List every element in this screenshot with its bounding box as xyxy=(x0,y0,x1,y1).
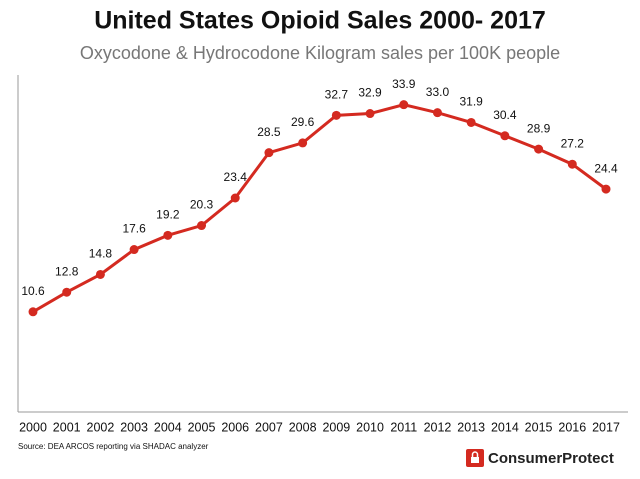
data-label: 24.4 xyxy=(594,161,618,175)
data-label: 31.9 xyxy=(459,95,483,109)
x-tick-label: 2001 xyxy=(53,420,81,434)
x-tick-label: 2005 xyxy=(188,420,216,434)
x-tick-label: 2016 xyxy=(558,420,586,434)
x-tick-label: 2006 xyxy=(221,420,249,434)
data-label: 27.2 xyxy=(561,136,585,150)
data-label: 14.8 xyxy=(89,247,113,261)
point xyxy=(95,269,105,279)
point xyxy=(500,131,510,141)
x-tick-label: 2008 xyxy=(289,420,317,434)
x-tick-label: 2007 xyxy=(255,420,283,434)
point xyxy=(567,159,577,169)
point xyxy=(432,108,442,118)
point xyxy=(28,307,38,317)
data-label: 32.7 xyxy=(325,88,349,102)
logo-text: ConsumerProtect xyxy=(488,450,614,467)
logo-lock xyxy=(471,457,479,463)
point xyxy=(331,110,341,120)
x-tick-label: 2010 xyxy=(356,420,384,434)
data-label: 17.6 xyxy=(122,222,146,236)
x-tick-label: 2002 xyxy=(87,420,115,434)
point xyxy=(365,109,375,119)
point xyxy=(62,287,72,297)
data-label: 33.9 xyxy=(392,77,416,91)
logo: ConsumerProtect xyxy=(466,449,614,467)
point xyxy=(129,245,139,255)
x-tick-label: 2011 xyxy=(390,420,417,434)
data-label: 12.8 xyxy=(55,264,79,278)
data-label: 19.2 xyxy=(156,208,180,222)
data-label: 20.3 xyxy=(190,198,214,212)
x-tick-label: 2009 xyxy=(322,420,350,434)
logo-shackle xyxy=(471,451,479,457)
data-label: 32.9 xyxy=(358,86,382,100)
point xyxy=(197,221,207,231)
source: Source: DEA ARCOS reporting via SHADAC a… xyxy=(18,442,209,451)
point xyxy=(466,117,476,127)
point xyxy=(601,184,611,194)
point xyxy=(298,138,308,148)
x-tick-label: 2015 xyxy=(525,420,553,434)
point xyxy=(534,144,544,154)
data-label: 29.6 xyxy=(291,115,315,129)
data-label: 28.5 xyxy=(257,125,281,139)
x-tick-label: 2012 xyxy=(424,420,452,434)
data-label: 28.9 xyxy=(527,121,551,135)
x-tick-label: 2017 xyxy=(592,420,620,434)
chart-subtitle: Oxycodone & Hydrocodone Kilogram sales p… xyxy=(80,43,560,63)
data-label: 10.6 xyxy=(21,284,45,298)
point xyxy=(163,230,173,240)
x-tick-label: 2004 xyxy=(154,420,182,434)
x-tick-label: 2014 xyxy=(491,420,519,434)
data-label: 23.4 xyxy=(224,170,248,184)
line xyxy=(32,103,607,314)
data-label: 30.4 xyxy=(493,108,517,122)
point xyxy=(230,193,240,203)
x-tick-label: 2013 xyxy=(457,420,485,434)
point xyxy=(399,100,409,110)
chart-title: United States Opioid Sales 2000- 2017 xyxy=(94,7,546,35)
x-tick-label: 2000 xyxy=(19,420,47,434)
data-label: 33.0 xyxy=(426,85,450,99)
point xyxy=(264,148,274,158)
x-tick-label: 2003 xyxy=(120,420,148,434)
